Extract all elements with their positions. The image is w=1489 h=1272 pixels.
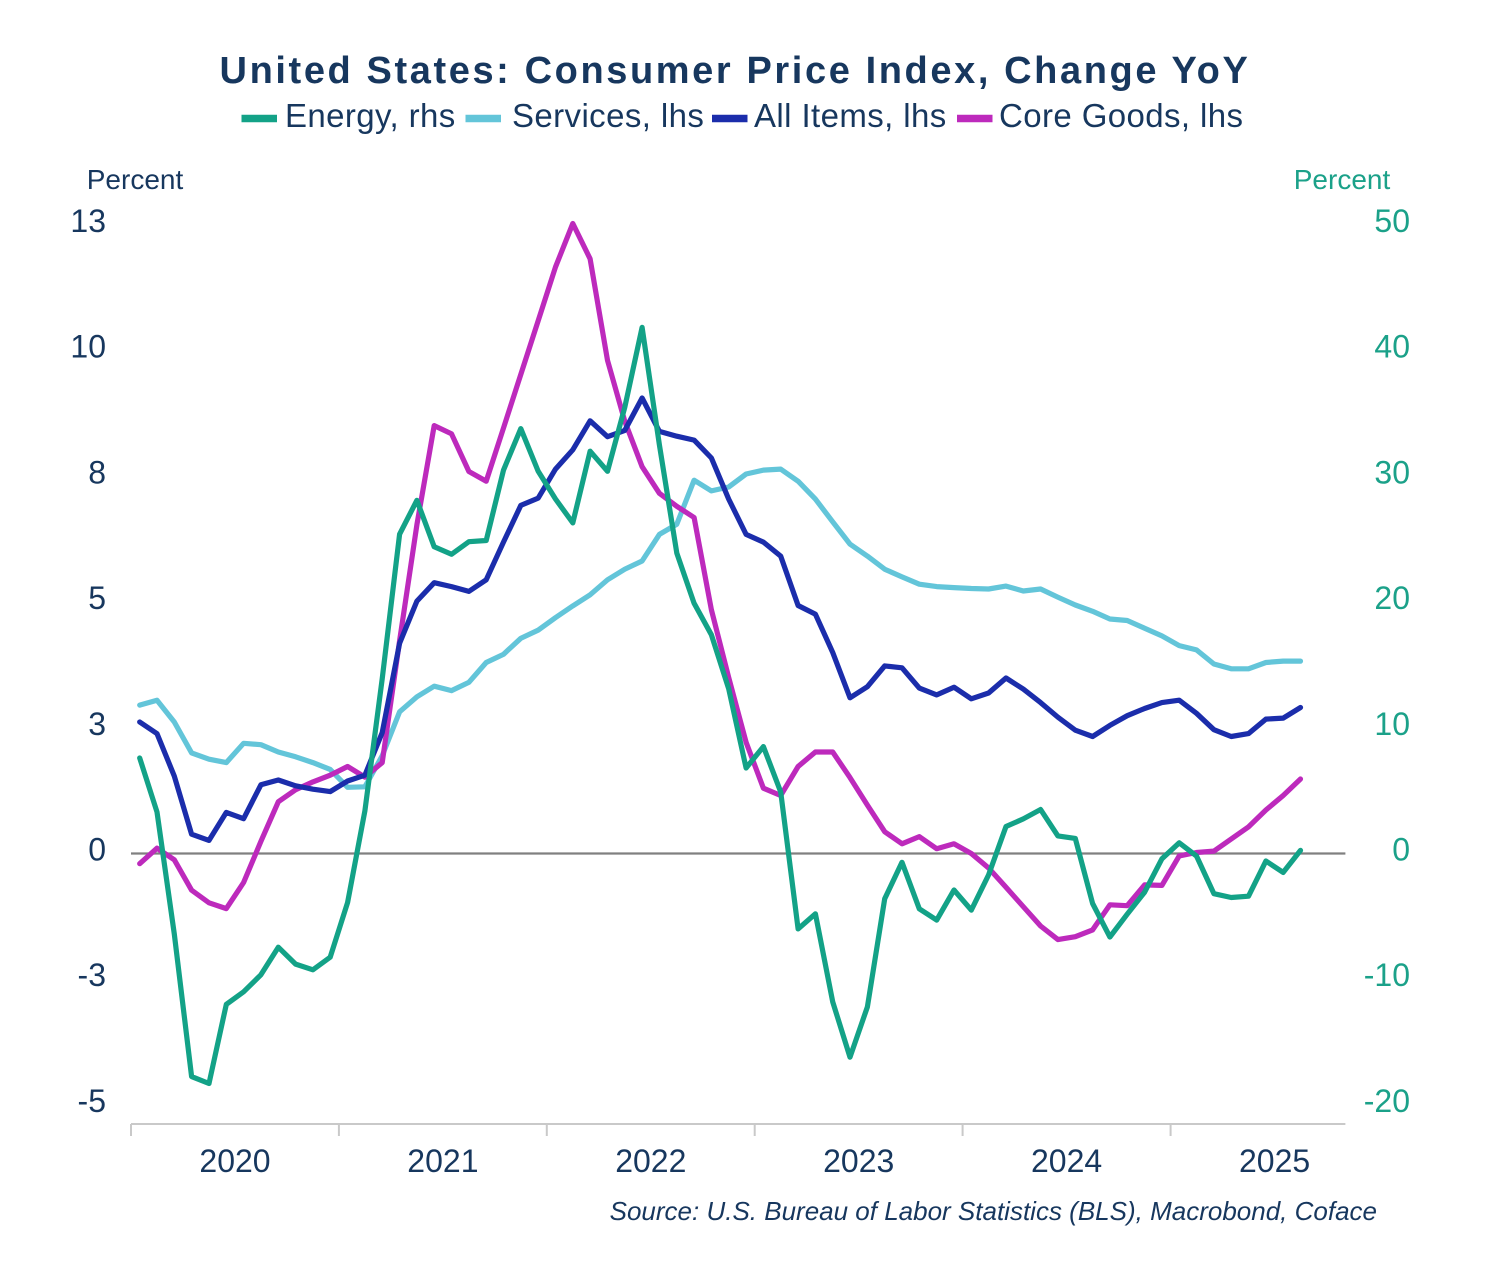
svg-text:Core Goods, lhs: Core Goods, lhs <box>999 97 1243 134</box>
svg-text:2023: 2023 <box>823 1143 894 1179</box>
svg-text:13: 13 <box>70 203 106 239</box>
svg-text:2022: 2022 <box>615 1143 686 1179</box>
svg-text:0: 0 <box>1392 832 1410 868</box>
svg-text:10: 10 <box>70 329 106 365</box>
svg-text:Percent: Percent <box>1294 164 1391 195</box>
svg-text:2024: 2024 <box>1031 1143 1102 1179</box>
svg-text:-3: -3 <box>78 957 106 993</box>
svg-text:3: 3 <box>88 706 106 742</box>
svg-text:40: 40 <box>1374 329 1410 365</box>
svg-text:Percent: Percent <box>87 164 184 195</box>
svg-text:0: 0 <box>88 832 106 868</box>
svg-text:2020: 2020 <box>199 1143 270 1179</box>
svg-text:20: 20 <box>1374 580 1410 616</box>
svg-text:2025: 2025 <box>1239 1143 1310 1179</box>
svg-text:2021: 2021 <box>407 1143 478 1179</box>
svg-text:50: 50 <box>1374 203 1410 239</box>
svg-text:8: 8 <box>88 454 106 490</box>
svg-text:Services, lhs: Services, lhs <box>512 97 704 134</box>
svg-text:-20: -20 <box>1364 1083 1410 1119</box>
svg-text:30: 30 <box>1374 454 1410 490</box>
svg-text:Energy, rhs: Energy, rhs <box>285 97 456 134</box>
svg-text:Source: U.S. Bureau of Labor S: Source: U.S. Bureau of Labor Statistics … <box>610 1196 1377 1226</box>
svg-text:10: 10 <box>1374 706 1410 742</box>
svg-text:All Items, lhs: All Items, lhs <box>754 97 947 134</box>
svg-text:United States: Consumer Price: United States: Consumer Price Index, Cha… <box>220 50 1251 92</box>
svg-text:5: 5 <box>88 580 106 616</box>
svg-text:-5: -5 <box>78 1083 106 1119</box>
svg-text:-10: -10 <box>1364 957 1410 993</box>
